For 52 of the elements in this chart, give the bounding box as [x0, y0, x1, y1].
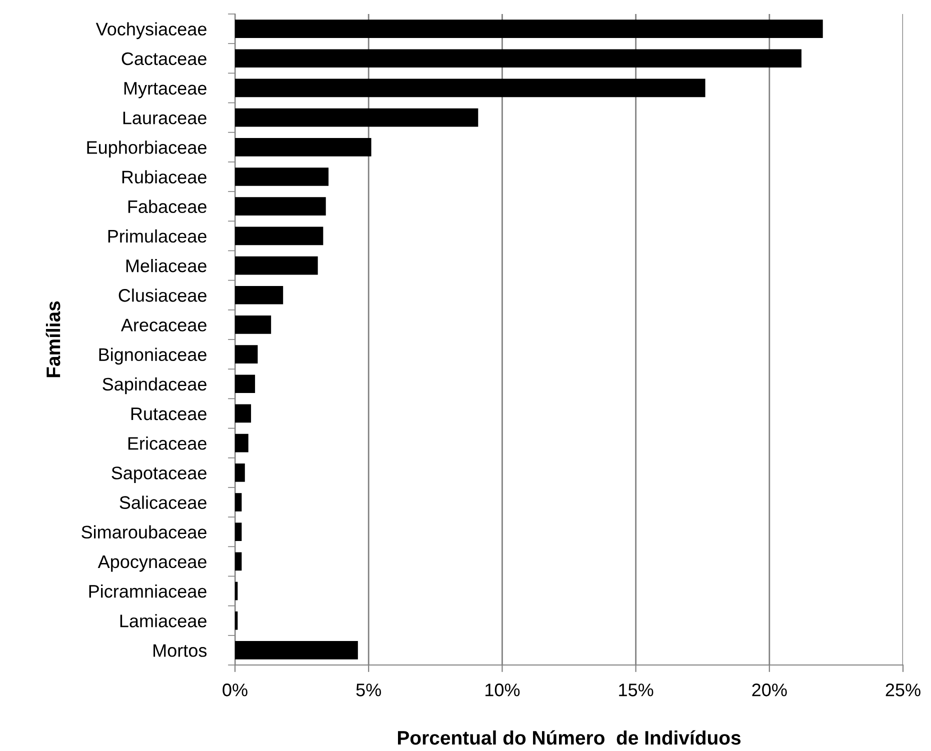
y-tick-label: Bignoniaceae [99, 348, 206, 365]
y-tick-label: Simaroubaceae [82, 525, 206, 539]
bar [235, 641, 358, 660]
y-tick-label: Vochysiaceae [96, 22, 206, 40]
bar [235, 552, 242, 571]
y-tick-label: Rubiaceae [122, 170, 206, 184]
x-tick-label: 0% [222, 684, 248, 696]
bar [235, 49, 802, 68]
x-tick-label: 25% [886, 684, 920, 696]
y-tick-label: Rutaceae [131, 408, 206, 420]
bar [235, 138, 372, 156]
y-tick-label: Euphorbiaceae [87, 140, 206, 158]
x-tick-label: 15% [619, 684, 654, 696]
bar [235, 404, 252, 423]
y-tick-label: Myrtaceae [124, 82, 206, 98]
y-tick-label: Mortos [154, 644, 207, 657]
bar [235, 522, 242, 542]
y-tick-label: Salicaceae [120, 496, 206, 509]
bar [235, 463, 245, 482]
y-tick-label: Lauraceae [123, 112, 206, 124]
y-tick-label: Picramniaceae [89, 584, 206, 598]
y-tick-label: Cactaceae [122, 52, 206, 66]
bar [235, 256, 318, 275]
x-tick-label: 20% [752, 684, 787, 696]
bar [235, 493, 242, 512]
bar [235, 20, 823, 38]
bar [235, 286, 284, 304]
bar [235, 316, 272, 334]
bar [235, 226, 324, 246]
x-tick-label: 5% [356, 684, 382, 696]
y-tick-label: Apocynaceae [98, 556, 206, 572]
bar [235, 374, 256, 394]
x-tick-label: 10% [486, 684, 520, 696]
bar [235, 582, 238, 600]
bar [235, 611, 238, 630]
y-tick-label: Sapindaceae [102, 377, 206, 394]
bar [235, 168, 329, 186]
y-tick-label: Lamiaceae [120, 614, 206, 628]
y-tick-label: Sapotaceae [112, 466, 206, 483]
bar [235, 108, 478, 127]
y-tick-label: Primulaceae [108, 229, 206, 243]
y-tick-label: Ericaceae [128, 436, 206, 450]
y-tick-label: Fabaceae [128, 200, 206, 214]
bar [235, 345, 258, 364]
bar [235, 197, 326, 216]
y-axis-title: Famílias [46, 301, 60, 378]
y-tick-label: Clusiaceae [118, 288, 206, 302]
x-axis-title: Porcentual do Número de Indivíduos [398, 730, 741, 745]
bar [235, 78, 706, 98]
bar [235, 434, 248, 452]
y-tick-label: Meliaceae [126, 258, 206, 272]
y-tick-label: Arecaceae [120, 318, 206, 332]
